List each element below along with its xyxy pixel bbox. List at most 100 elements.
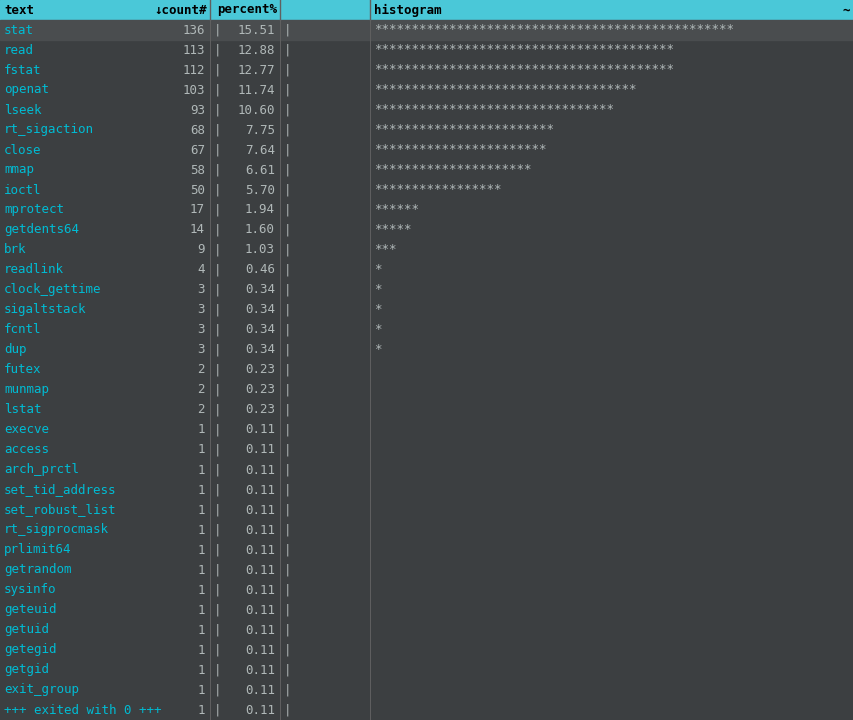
Text: 0.11: 0.11	[245, 624, 275, 636]
Text: percent%: percent%	[217, 4, 276, 17]
Text: |: |	[214, 444, 221, 456]
Text: 50: 50	[189, 184, 205, 197]
Text: fstat: fstat	[4, 63, 42, 76]
Text: 17: 17	[189, 204, 205, 217]
Text: |: |	[284, 703, 291, 716]
Text: 7.75: 7.75	[245, 124, 275, 137]
Text: |: |	[214, 63, 221, 76]
Text: |: |	[214, 683, 221, 696]
Text: 0.11: 0.11	[245, 703, 275, 716]
Text: brk: brk	[4, 243, 26, 256]
Text: |: |	[214, 264, 221, 276]
Text: ********************************: ********************************	[374, 104, 613, 117]
Text: prlimit64: prlimit64	[4, 544, 72, 557]
Text: 6.61: 6.61	[245, 163, 275, 176]
Text: 1: 1	[197, 523, 205, 536]
Text: 3: 3	[197, 343, 205, 356]
Text: |: |	[214, 503, 221, 516]
Text: *: *	[374, 284, 381, 297]
Text: clock_gettime: clock_gettime	[4, 284, 102, 297]
Text: lstat: lstat	[4, 403, 42, 416]
Text: |: |	[284, 124, 291, 137]
Text: 1: 1	[197, 583, 205, 596]
Text: |: |	[214, 564, 221, 577]
Text: |: |	[214, 403, 221, 416]
Text: ************************************************: ****************************************…	[374, 24, 733, 37]
Text: getuid: getuid	[4, 624, 49, 636]
Text: |: |	[214, 364, 221, 377]
Text: exit_group: exit_group	[4, 683, 79, 696]
Text: 68: 68	[189, 124, 205, 137]
Text: |: |	[284, 544, 291, 557]
Text: |: |	[284, 564, 291, 577]
Text: |: |	[214, 464, 221, 477]
Text: 1: 1	[197, 683, 205, 696]
Text: 1: 1	[197, 624, 205, 636]
Text: |: |	[284, 343, 291, 356]
Text: 3: 3	[197, 323, 205, 336]
Text: ****************************************: ****************************************	[374, 63, 673, 76]
Text: ******: ******	[374, 204, 419, 217]
Text: |: |	[214, 703, 221, 716]
Text: mmap: mmap	[4, 163, 34, 176]
Text: |: |	[214, 43, 221, 56]
Text: getegid: getegid	[4, 644, 56, 657]
Text: ***********************: ***********************	[374, 143, 546, 156]
Bar	[0, 20, 853, 40]
Text: 0.34: 0.34	[245, 304, 275, 317]
Text: |: |	[284, 143, 291, 156]
Text: |: |	[284, 364, 291, 377]
Text: |: |	[214, 484, 221, 497]
Text: sysinfo: sysinfo	[4, 583, 56, 596]
Text: set_tid_address: set_tid_address	[4, 484, 116, 497]
Text: 4: 4	[197, 264, 205, 276]
Text: 136: 136	[183, 24, 205, 37]
Text: read: read	[4, 43, 34, 56]
Text: ↓count#: ↓count#	[154, 4, 206, 17]
Text: 1: 1	[197, 544, 205, 557]
Text: |: |	[284, 264, 291, 276]
Text: *: *	[374, 264, 381, 276]
Text: 9: 9	[197, 243, 205, 256]
Text: 1: 1	[197, 603, 205, 616]
Text: |: |	[214, 143, 221, 156]
Text: 0.23: 0.23	[245, 403, 275, 416]
Text: 0.34: 0.34	[245, 343, 275, 356]
Text: mprotect: mprotect	[4, 204, 64, 217]
Text: 0.11: 0.11	[245, 503, 275, 516]
Text: 1: 1	[197, 564, 205, 577]
Text: stat: stat	[4, 24, 34, 37]
Text: |: |	[214, 603, 221, 616]
Text: 103: 103	[183, 84, 205, 96]
Text: 58: 58	[189, 163, 205, 176]
Text: |: |	[284, 104, 291, 117]
Text: 0.11: 0.11	[245, 603, 275, 616]
Text: *****: *****	[374, 223, 411, 236]
Text: set_robust_list: set_robust_list	[4, 503, 116, 516]
Text: 1: 1	[197, 423, 205, 436]
Text: +++ exited with 0 +++: +++ exited with 0 +++	[4, 703, 161, 716]
Text: 0.11: 0.11	[245, 664, 275, 677]
Text: 12.77: 12.77	[237, 63, 275, 76]
Bar	[0, 0, 853, 20]
Text: |: |	[214, 163, 221, 176]
Text: 0.46: 0.46	[245, 264, 275, 276]
Text: ***********************************: ***********************************	[374, 84, 635, 96]
Text: 0.11: 0.11	[245, 423, 275, 436]
Text: |: |	[214, 184, 221, 197]
Text: 0.11: 0.11	[245, 683, 275, 696]
Text: 2: 2	[197, 364, 205, 377]
Text: |: |	[284, 304, 291, 317]
Text: *: *	[374, 304, 381, 317]
Text: |: |	[284, 423, 291, 436]
Text: 1: 1	[197, 703, 205, 716]
Text: 7.64: 7.64	[245, 143, 275, 156]
Text: |: |	[284, 384, 291, 397]
Text: ***: ***	[374, 243, 396, 256]
Text: |: |	[214, 124, 221, 137]
Text: *: *	[374, 343, 381, 356]
Text: 1.03: 1.03	[245, 243, 275, 256]
Text: 0.11: 0.11	[245, 523, 275, 536]
Text: openat: openat	[4, 84, 49, 96]
Text: |: |	[214, 243, 221, 256]
